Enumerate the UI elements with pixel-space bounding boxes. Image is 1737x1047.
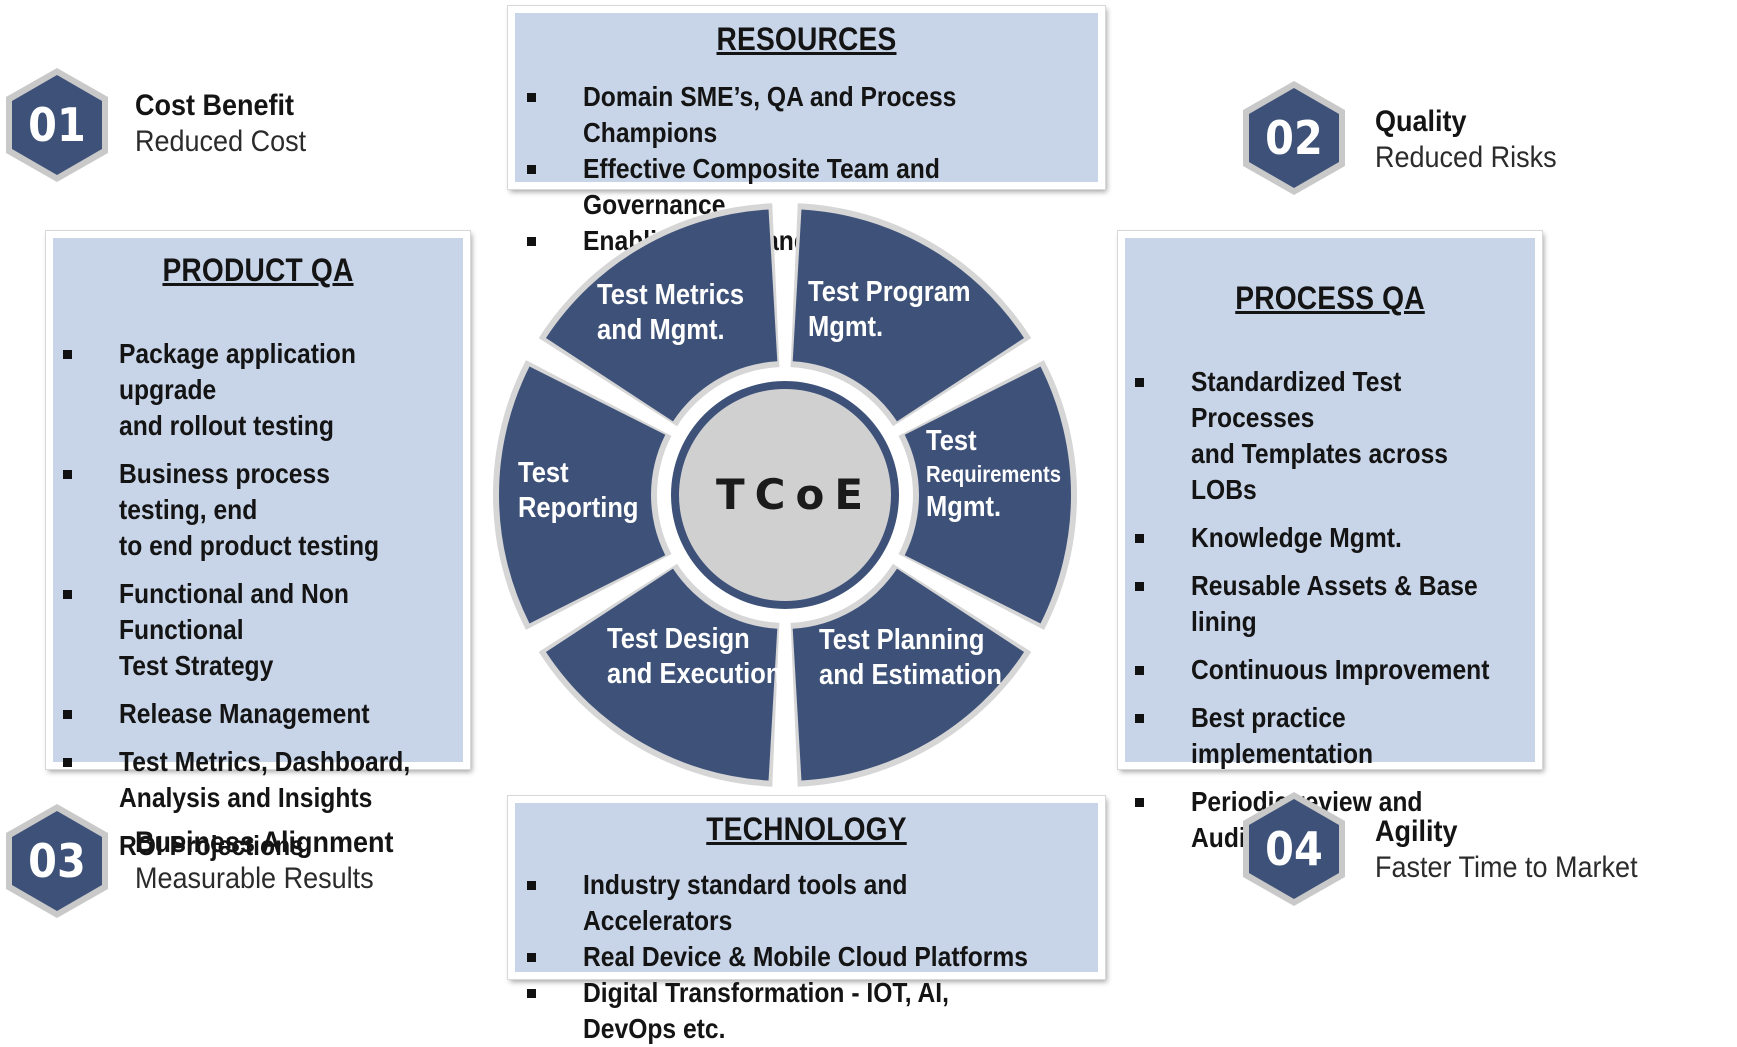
list-item: Reusable Assets & Base lining (1135, 568, 1535, 640)
process-qa-list: Standardized Test Processes and Templates… (1135, 364, 1535, 856)
list-item: Domain SME’s, QA and Process Champions (527, 79, 1098, 151)
bullet-icon (63, 710, 72, 719)
list-item: Real Device & Mobile Cloud Platforms (527, 939, 1098, 975)
list-item: Knowledge Mgmt. (1135, 520, 1535, 556)
callout-cost-benefit: Cost Benefit Reduced Cost (135, 88, 325, 160)
segment-test-requirements (904, 366, 1071, 624)
bullet-icon (527, 93, 536, 102)
hexagon-icon (1243, 792, 1345, 906)
segment-label-test-requirements: Test Requirements Mgmt. (926, 425, 1061, 523)
bullet-icon (1135, 666, 1144, 675)
list-item: Business process testing, end to end prod… (63, 456, 463, 564)
bullet-icon (1135, 582, 1144, 591)
list-item: Effective Composite Team and Governance (527, 151, 1098, 223)
callout-subtitle: Measurable Results (135, 862, 374, 895)
technology-title: TECHNOLOGY (706, 811, 907, 847)
list-item: Standardized Test Processes and Templates… (1135, 364, 1535, 508)
callout-subtitle: Reduced Risks (1375, 141, 1557, 174)
list-item: Release Management (63, 696, 463, 732)
callout-business-alignment: Business Alignment Measurable Results (135, 825, 422, 897)
hex-number: 03 (28, 834, 86, 888)
hex-badge-03: 03 (4, 802, 110, 920)
tcoe-wheel (493, 203, 1077, 787)
segment-test-planning (792, 568, 1025, 781)
center-label: TCoE (716, 470, 874, 519)
product-qa-list: Package application upgrade and rollout t… (63, 336, 463, 864)
callout-subtitle: Reduced Cost (135, 125, 307, 158)
hexagon-icon (1243, 81, 1345, 195)
bullet-icon (527, 237, 536, 246)
segment-label-test-design: Test Design and Execution (607, 623, 782, 690)
segment-label-test-program: Test Program Mgmt. (808, 276, 971, 343)
bullet-icon (527, 989, 536, 998)
segment-test-program (792, 209, 1025, 422)
bullet-icon (63, 758, 72, 767)
list-item: Best practice implementation (1135, 700, 1535, 772)
segment-test-reporting (499, 366, 666, 624)
bullet-icon (527, 165, 536, 174)
segment-test-design (545, 568, 778, 781)
callout-agility: Agility Faster Time to Market (1375, 814, 1667, 886)
bullet-icon (1135, 714, 1144, 723)
list-item: Industry standard tools and Accelerators (527, 867, 1098, 939)
bullet-icon (63, 590, 72, 599)
hex-number: 01 (28, 98, 86, 152)
center-circle (679, 389, 891, 601)
bullet-icon (1135, 798, 1144, 807)
bullet-icon (63, 470, 72, 479)
hexagon-icon (6, 68, 108, 182)
technology-list: Industry standard tools and Accelerators… (527, 867, 1098, 1047)
list-item: Continuous Improvement (1135, 652, 1535, 688)
hex-number: 02 (1265, 111, 1323, 165)
segment-label-test-planning: Test Planning and Estimation (819, 624, 1002, 691)
segment-label-test-metrics: Test Metrics and Mgmt. (597, 279, 745, 346)
hex-number: 04 (1265, 822, 1323, 876)
list-item: Package application upgrade and rollout t… (63, 336, 463, 444)
resources-panel: RESOURCES Domain SME’s, QA and Process C… (508, 6, 1105, 256)
product-qa-title: PRODUCT QA (162, 252, 354, 288)
bullet-icon (527, 881, 536, 890)
callout-subtitle: Faster Time to Market (1375, 851, 1638, 884)
list-item: Test Metrics, Dashboard, Analysis and Ins… (63, 744, 463, 816)
list-item: Functional and Non Functional Test Strate… (63, 576, 463, 684)
callout-title: Quality (1375, 105, 1467, 138)
hexagon-icon (6, 804, 108, 918)
resources-title: RESOURCES (716, 21, 897, 57)
callout-title: Cost Benefit (135, 89, 295, 122)
bullet-icon (527, 953, 536, 962)
process-qa-panel: PROCESS QA Standardized Test Processes an… (1118, 231, 1542, 853)
list-item: ROI Projections (63, 828, 463, 864)
process-qa-title: PROCESS QA (1235, 280, 1425, 316)
hex-badge-04: 04 (1241, 790, 1347, 908)
bullet-icon (1135, 534, 1144, 543)
bullet-icon (63, 350, 72, 359)
product-qa-panel: PRODUCT QA Package application upgrade an… (46, 231, 470, 861)
segment-test-metrics (545, 209, 778, 422)
bullet-icon (1135, 378, 1144, 387)
list-item: Digital Transformation - IOT, AI, DevOps… (527, 975, 1098, 1047)
callout-quality: Quality Reduced Risks (1375, 104, 1577, 176)
segment-label-test-reporting: Test Reporting (518, 457, 639, 524)
technology-panel: TECHNOLOGY Industry standard tools and A… (508, 796, 1105, 1044)
callout-title: Business Alignment (135, 826, 394, 859)
hex-badge-01: 01 (4, 66, 110, 184)
callout-title: Agility (1375, 815, 1458, 848)
hex-badge-02: 02 (1241, 79, 1347, 197)
